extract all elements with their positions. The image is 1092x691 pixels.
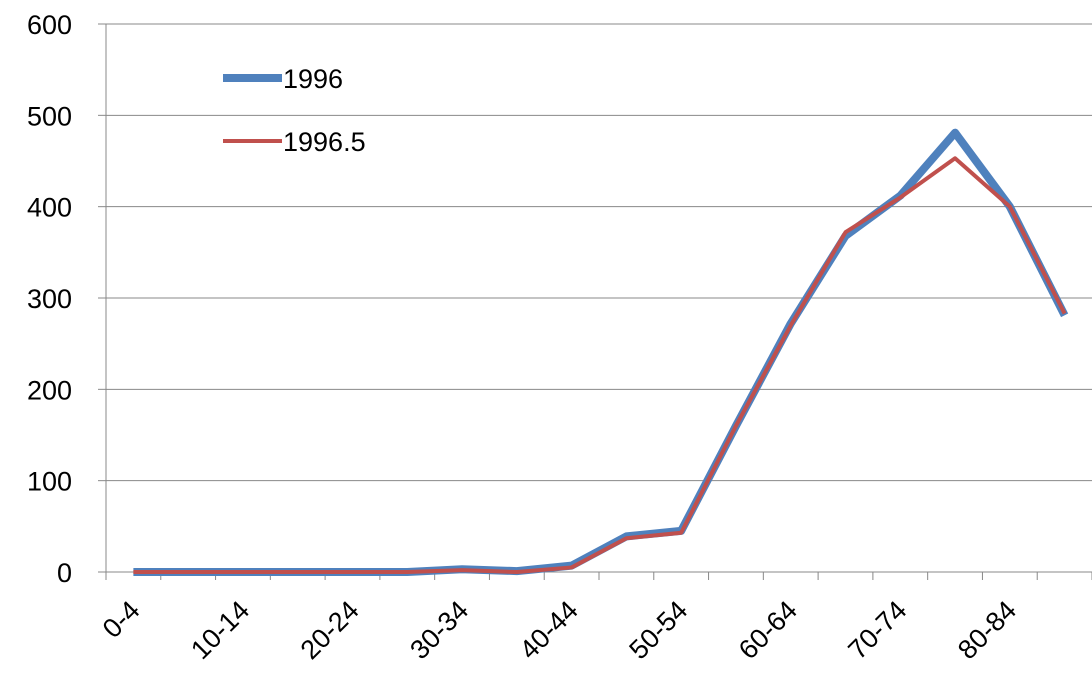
x-tick-label: 40-44 (514, 595, 584, 665)
x-tick-label: 10-14 (185, 595, 255, 665)
y-tick-label: 100 (27, 467, 72, 497)
x-tick-label: 70-74 (842, 595, 912, 665)
x-tick-label: 0-4 (97, 595, 146, 644)
x-tick-label: 80-84 (952, 595, 1022, 665)
x-tick-label: 20-24 (295, 595, 365, 665)
y-tick-label: 600 (27, 10, 72, 40)
legend-label: 1996 (283, 64, 343, 94)
y-tick-label: 400 (27, 193, 72, 223)
series-line (133, 156, 1067, 574)
x-tick-label: 30-34 (404, 595, 474, 665)
y-tick-label: 200 (27, 375, 72, 405)
y-tick-label: 500 (27, 101, 72, 131)
series-line (133, 128, 1069, 576)
y-tick-label: 0 (57, 558, 72, 588)
x-tick-label: 60-64 (733, 595, 803, 665)
x-tick-label: 50-54 (623, 595, 693, 665)
legend-label: 1996.5 (283, 127, 366, 157)
y-tick-label: 300 (27, 284, 72, 314)
